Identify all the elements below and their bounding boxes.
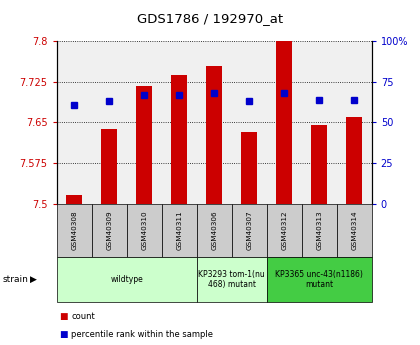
Bar	[101, 129, 117, 204]
Text: GSM40313: GSM40313	[316, 210, 322, 250]
Text: GSM40310: GSM40310	[141, 210, 147, 250]
Text: wildtype: wildtype	[110, 275, 143, 284]
Text: GSM40314: GSM40314	[351, 210, 357, 250]
Bar	[171, 75, 187, 204]
Text: count: count	[71, 312, 95, 321]
Text: GSM40306: GSM40306	[211, 210, 217, 250]
Text: ▶: ▶	[30, 275, 37, 284]
Bar	[241, 132, 257, 204]
Text: GSM40312: GSM40312	[281, 210, 287, 250]
Text: KP3293 tom-1(nu
468) mutant: KP3293 tom-1(nu 468) mutant	[198, 270, 265, 289]
Bar	[136, 86, 152, 204]
Bar	[276, 41, 292, 204]
Text: GSM40308: GSM40308	[71, 210, 77, 250]
Bar	[66, 195, 82, 204]
Text: percentile rank within the sample: percentile rank within the sample	[71, 330, 213, 339]
Text: GSM40307: GSM40307	[246, 210, 252, 250]
Bar	[206, 66, 222, 204]
Text: GDS1786 / 192970_at: GDS1786 / 192970_at	[137, 12, 283, 25]
Text: ■: ■	[59, 330, 67, 339]
Text: GSM40311: GSM40311	[176, 210, 182, 250]
Text: strain: strain	[2, 275, 28, 284]
Text: KP3365 unc-43(n1186)
mutant: KP3365 unc-43(n1186) mutant	[275, 270, 363, 289]
Bar	[311, 125, 327, 204]
Text: GSM40309: GSM40309	[106, 210, 112, 250]
Bar	[346, 117, 362, 204]
Text: ■: ■	[59, 312, 67, 321]
